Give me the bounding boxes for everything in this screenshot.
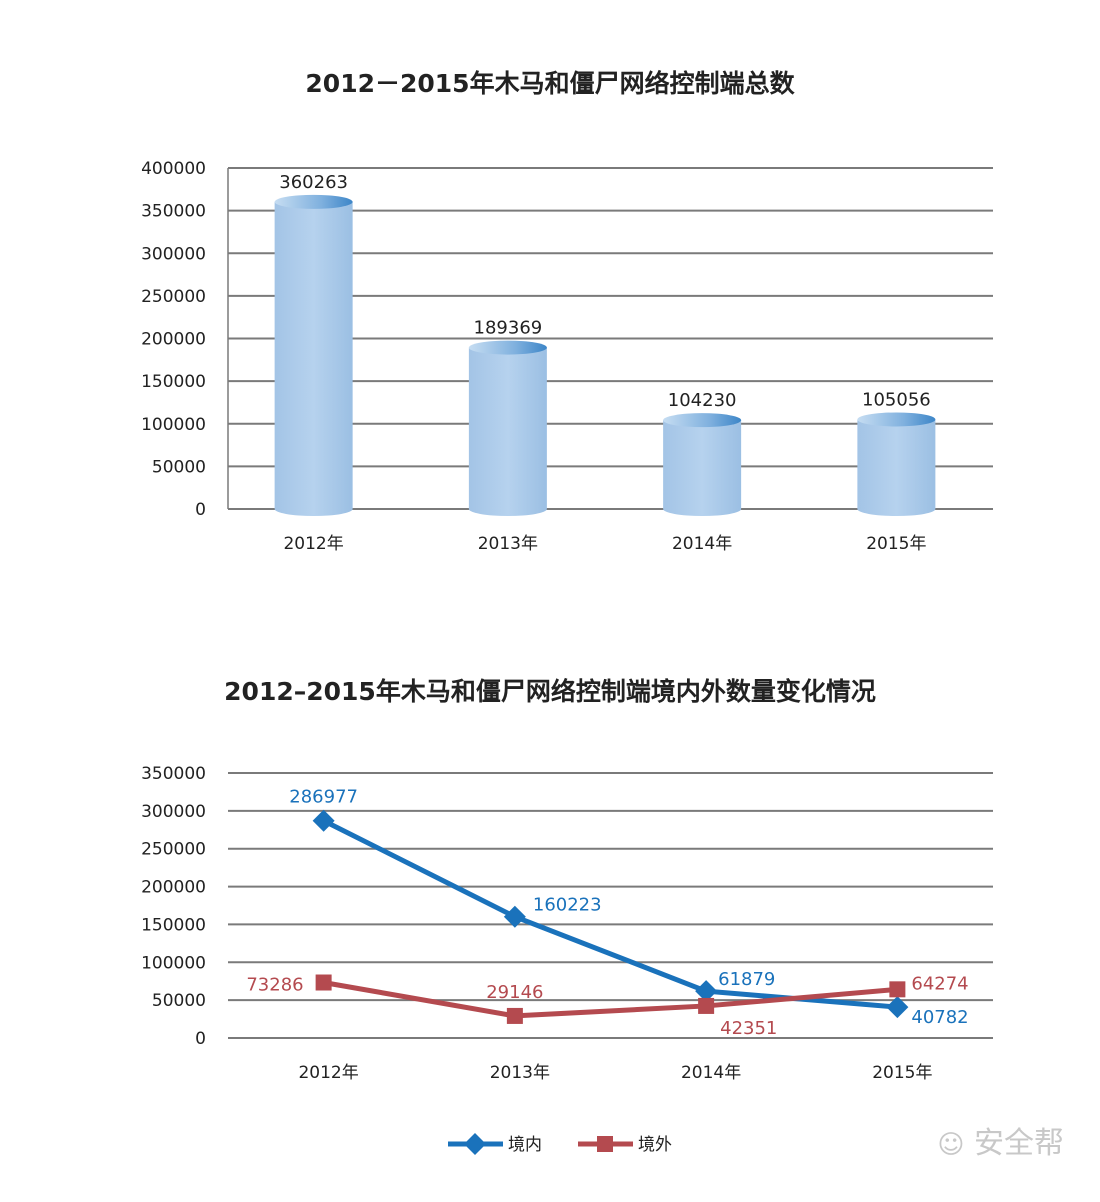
bar — [274, 201, 353, 516]
wechat-icon: ☺ — [937, 1130, 965, 1160]
x-tick-label: 2015年 — [872, 1063, 932, 1083]
y-tick-label: 50000 — [152, 457, 206, 477]
y-tick-label: 0 — [195, 1029, 206, 1049]
line-chart: 0 50000 100000 150000 200000 250000 300000 3500… — [141, 764, 993, 1155]
data-label: 286977 — [289, 787, 358, 808]
point-marker — [886, 996, 909, 1019]
y-tick-label: 0 — [195, 500, 206, 520]
x-tick-label: 2015年 — [866, 534, 926, 554]
x-tick-label: 2012年 — [298, 1063, 358, 1083]
bar-chart-title: 2012－2015年木马和僵尸网络控制端总数 — [305, 69, 795, 98]
data-label: 40782 — [911, 1007, 968, 1028]
point-marker — [506, 1007, 523, 1024]
y-tick-label: 300000 — [141, 802, 206, 822]
y-tick-label: 350000 — [141, 202, 206, 222]
data-label: 64274 — [911, 973, 968, 994]
bar — [857, 419, 936, 516]
y-tick-label: 200000 — [141, 878, 206, 898]
x-tick-label: 2014年 — [681, 1063, 741, 1083]
bar-top — [274, 194, 353, 209]
bar-top — [857, 412, 936, 427]
bar — [663, 420, 742, 516]
point-marker — [315, 974, 332, 991]
x-tick-label: 2013年 — [490, 1063, 550, 1083]
data-label: 42351 — [720, 1018, 777, 1039]
point-marker — [889, 981, 906, 998]
point-marker — [698, 997, 715, 1014]
y-tick-label: 200000 — [141, 330, 206, 350]
series-line-overseas — [323, 980, 898, 1019]
data-label: 61879 — [718, 969, 775, 990]
data-label: 29146 — [486, 982, 543, 1003]
y-tick-label: 50000 — [152, 991, 206, 1011]
y-tick-label: 350000 — [141, 764, 206, 784]
y-tick-label: 250000 — [141, 840, 206, 860]
watermark-text: 安全帮 — [974, 1126, 1064, 1161]
y-tick-label: 250000 — [141, 287, 206, 307]
line-chart-title: 2012–2015年木马和僵尸网络控制端境内外数量变化情况 — [224, 677, 876, 706]
bar-top — [468, 340, 547, 355]
legend-label: 境内 — [508, 1135, 542, 1155]
bar-top — [663, 413, 742, 428]
legend-label: 境外 — [638, 1135, 672, 1155]
x-tick-label: 2014年 — [672, 534, 732, 554]
watermark: ☺ 安全帮 — [937, 1118, 1064, 1162]
legend-marker — [597, 1136, 613, 1152]
y-tick-label: 100000 — [141, 415, 206, 435]
point-marker — [503, 905, 526, 928]
data-label: 189369 — [474, 318, 543, 339]
bar-chart: 0 50000 100000 150000 200000 250000 300000 3500… — [141, 159, 993, 554]
data-label: 105056 — [862, 389, 931, 410]
point-marker — [312, 809, 335, 832]
y-tick-label: 300000 — [141, 244, 206, 264]
x-tick-label: 2012年 — [283, 534, 343, 554]
x-tick-label: 2013年 — [478, 534, 538, 554]
data-label: 73286 — [246, 975, 303, 996]
y-tick-label: 150000 — [141, 915, 206, 935]
data-label: 160223 — [533, 895, 602, 916]
bar — [468, 347, 547, 516]
y-tick-label: 100000 — [141, 953, 206, 973]
point-marker — [695, 980, 718, 1003]
legend-marker — [464, 1133, 486, 1155]
y-tick-label: 400000 — [141, 159, 206, 179]
data-label: 104230 — [668, 390, 737, 411]
y-tick-label: 150000 — [141, 372, 206, 392]
data-label: 360263 — [279, 172, 348, 193]
